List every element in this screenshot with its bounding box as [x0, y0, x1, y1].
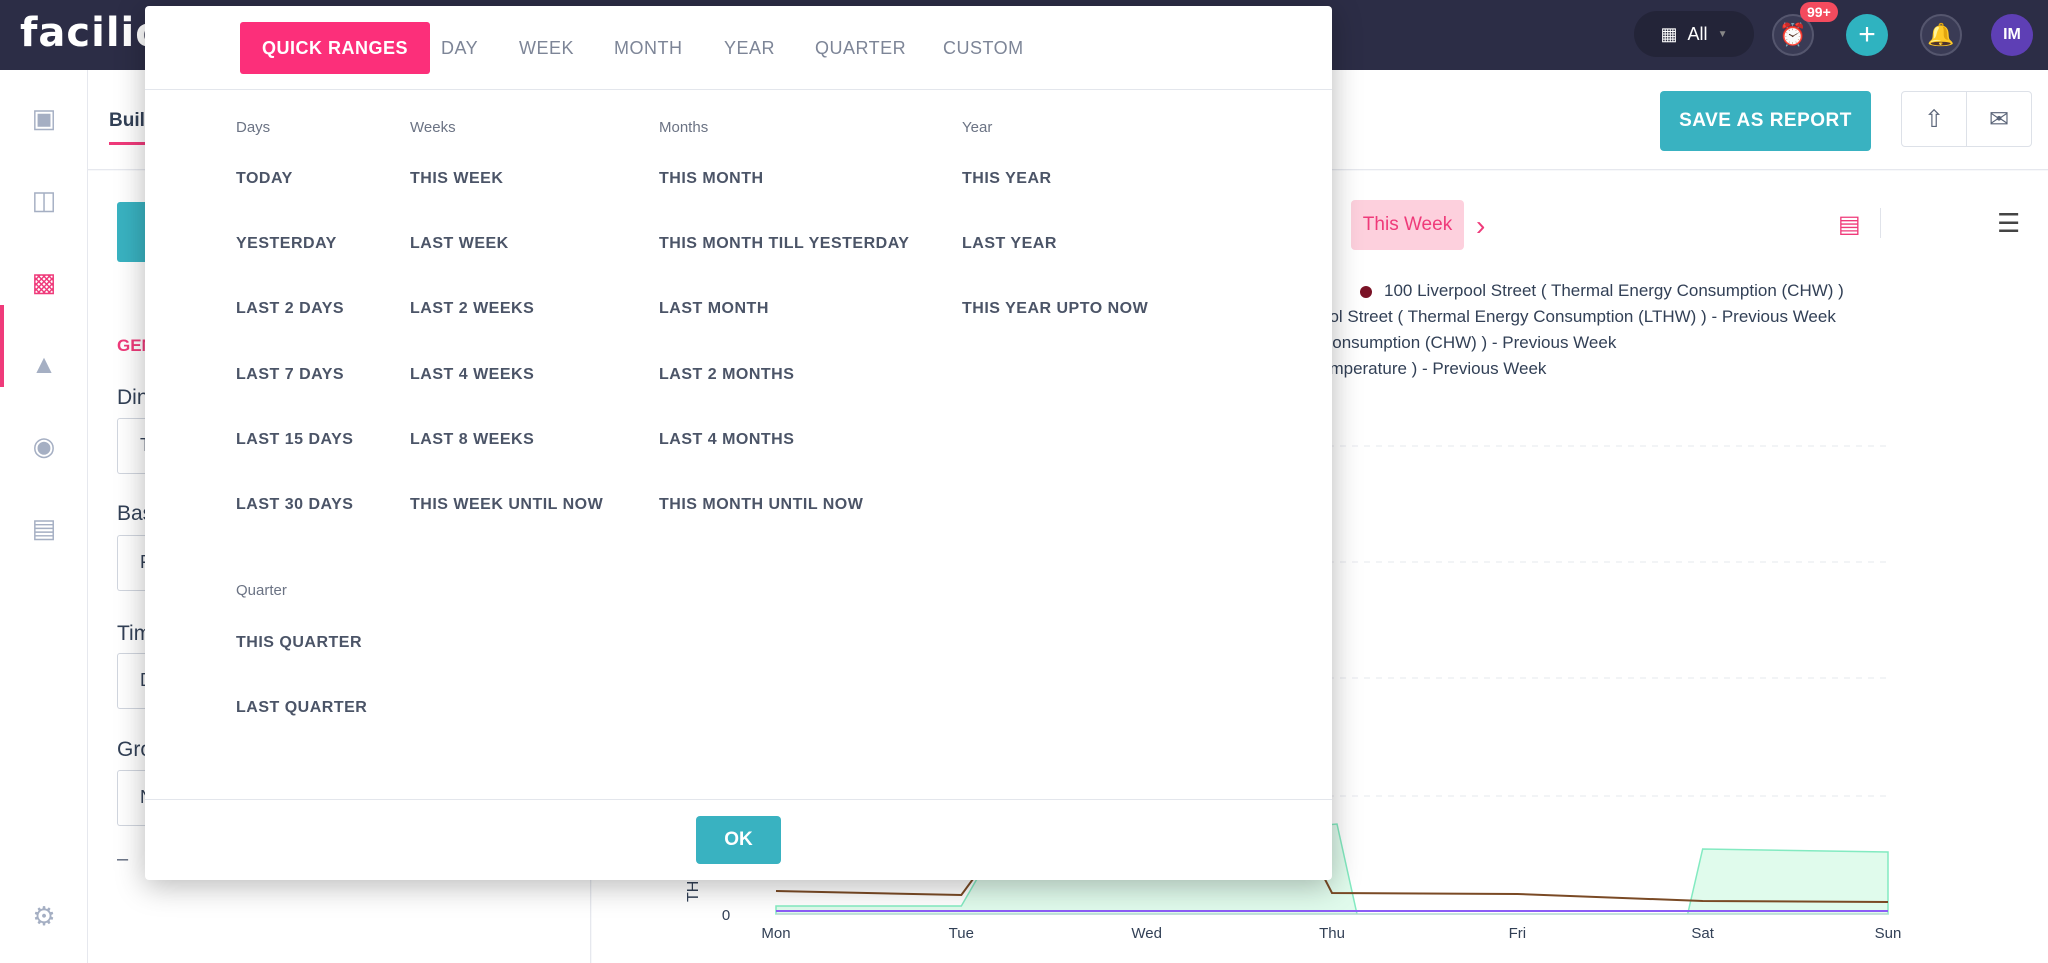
site-selector-label: All	[1687, 23, 1708, 44]
tab-month[interactable]: MONTH	[614, 37, 683, 58]
field-label-dimension: Din	[117, 386, 149, 409]
range-option[interactable]: LAST QUARTER	[236, 699, 368, 716]
x-tick-label: Wed	[1131, 925, 1162, 942]
range-option[interactable]: THIS WEEK	[410, 170, 504, 187]
range-option[interactable]: LAST YEAR	[962, 235, 1057, 252]
ok-button[interactable]: OK	[696, 816, 781, 864]
gear-icon[interactable]: ⚙	[32, 900, 56, 931]
legend-item[interactable]: 100 Liverpool Street ( Thermal Energy Co…	[1320, 278, 1844, 304]
column-heading-quarter: Quarter	[236, 582, 287, 599]
analytics-icon[interactable]: ▩	[31, 266, 57, 297]
buildings-icon[interactable]: ▣	[31, 102, 57, 133]
column-heading-weeks: Weeks	[410, 119, 456, 136]
dialog-footer-divider	[145, 799, 1332, 800]
dashboard-icon[interactable]: ▤	[31, 512, 57, 543]
collapse-dash[interactable]: –	[117, 848, 129, 870]
x-tick-labels: Mon Tue Wed Thu Fri Sat Sun	[761, 925, 1901, 942]
bell-icon: 🔔	[1927, 22, 1955, 47]
range-option[interactable]: THIS YEAR UPTO NOW	[962, 300, 1149, 317]
tab-day[interactable]: DAY	[441, 37, 479, 58]
save-as-report-button[interactable]: SAVE AS REPORT	[1660, 91, 1871, 151]
date-range-tabs: QUICK RANGES DAY WEEK MONTH YEAR QUARTER…	[145, 6, 1332, 90]
tab-quarter[interactable]: QUARTER	[815, 37, 907, 58]
tab-week[interactable]: WEEK	[519, 37, 575, 58]
range-option[interactable]: YESTERDAY	[236, 235, 337, 252]
email-button[interactable]: ✉	[1966, 91, 2032, 147]
tab-quick-ranges[interactable]: QUICK RANGES	[240, 22, 431, 74]
tab-year[interactable]: YEAR	[724, 37, 776, 58]
mail-icon: ✉	[1988, 105, 2010, 133]
column-heading-months: Months	[659, 119, 709, 136]
range-option[interactable]: LAST 7 DAYS	[236, 366, 345, 383]
range-option[interactable]: LAST 2 WEEKS	[410, 300, 535, 317]
field-label-time: Tim	[117, 622, 152, 645]
range-option[interactable]: LAST WEEK	[410, 235, 509, 252]
range-option[interactable]: TODAY	[236, 170, 293, 187]
alarm-clock-icon: ⏰	[1779, 22, 1807, 47]
share-icon: ⇧	[1923, 105, 1945, 133]
alarm-siren-icon[interactable]: ▲	[31, 348, 57, 379]
range-option[interactable]: LAST 4 MONTHS	[659, 431, 795, 448]
x-tick-label: Mon	[761, 925, 790, 942]
range-option[interactable]: THIS WEEK UNTIL NOW	[410, 496, 604, 513]
range-option[interactable]: LAST 4 WEEKS	[410, 366, 535, 383]
tab-active-underline	[109, 142, 149, 145]
legend-label: ool Street ( Thermal Energy Consumption …	[1320, 307, 1836, 326]
range-option[interactable]: LAST 8 WEEKS	[410, 431, 535, 448]
period-selector[interactable]: This Week	[1351, 200, 1464, 250]
y-axis-label: TH	[685, 881, 702, 902]
field-label-baseline: Bas	[117, 502, 154, 525]
range-option[interactable]: LAST 2 MONTHS	[659, 366, 795, 383]
user-avatar[interactable]: IM	[1991, 14, 2033, 56]
date-range-dialog: QUICK RANGES DAY WEEK MONTH YEAR QUARTER…	[145, 6, 1332, 880]
column-heading-year: Year	[962, 119, 993, 136]
field-label-group: Gro	[117, 738, 153, 761]
chart-legend: 100 Liverpool Street ( Thermal Energy Co…	[1320, 278, 1844, 382]
legend-dot	[1360, 285, 1372, 298]
x-tick-label: Thu	[1319, 925, 1345, 942]
toolbar-divider	[1880, 208, 1881, 238]
x-tick-label: Sun	[1875, 925, 1902, 942]
sidebar: ▣ ◫ ▩ ▲ ◉ ▤ ⚙	[0, 70, 88, 963]
range-option[interactable]: LAST 15 DAYS	[236, 431, 354, 448]
chevron-right-icon[interactable]: ›	[1476, 210, 1486, 241]
inbox-icon[interactable]: ◫	[31, 184, 57, 215]
alarm-badge: 99+	[1800, 2, 1838, 22]
site-selector[interactable]: ▦ All ▼	[1634, 11, 1754, 57]
legend-label: emperature ) - Previous Week	[1320, 359, 1547, 378]
sidebar-active-indicator	[0, 305, 4, 387]
range-option[interactable]: THIS QUARTER	[236, 634, 362, 651]
sliders-icon[interactable]: ☰	[1997, 208, 2021, 238]
legend-item[interactable]: emperature ) - Previous Week	[1320, 356, 1844, 382]
range-option[interactable]: THIS YEAR	[962, 170, 1052, 187]
share-button[interactable]: ⇧	[1901, 91, 1967, 147]
column-heading-days: Days	[236, 119, 271, 136]
legend-label: 100 Liverpool Street ( Thermal Energy Co…	[1384, 281, 1844, 300]
x-tick-label: Fri	[1509, 925, 1527, 942]
notifications-button[interactable]: 🔔	[1920, 14, 1962, 56]
energy-meter-icon[interactable]: ◉	[32, 430, 56, 461]
building-icon: ▦	[1660, 23, 1678, 44]
range-option[interactable]: LAST 2 DAYS	[236, 300, 345, 317]
range-option[interactable]: THIS MONTH	[659, 170, 764, 187]
x-tick-label: Tue	[949, 925, 974, 942]
range-option[interactable]: THIS MONTH UNTIL NOW	[659, 496, 864, 513]
range-option[interactable]: LAST MONTH	[659, 300, 769, 317]
legend-item[interactable]: Consumption (CHW) ) - Previous Week	[1320, 330, 1844, 356]
legend-item[interactable]: ool Street ( Thermal Energy Consumption …	[1320, 304, 1844, 330]
area-chart-icon[interactable]: ▤	[1838, 211, 1861, 238]
section-heading-general: GEN	[117, 336, 154, 355]
add-button[interactable]: +	[1846, 14, 1888, 56]
app-logo[interactable]: facilio	[20, 10, 164, 56]
legend-label: Consumption (CHW) ) - Previous Week	[1320, 333, 1617, 352]
tab-custom[interactable]: CUSTOM	[943, 37, 1024, 58]
x-tick-label: Sat	[1691, 925, 1714, 942]
chevron-down-icon: ▼	[1717, 28, 1728, 40]
range-option[interactable]: LAST 30 DAYS	[236, 496, 354, 513]
y-tick-label: 0	[722, 907, 730, 924]
range-option[interactable]: THIS MONTH TILL YESTERDAY	[659, 235, 910, 252]
plus-icon: +	[1858, 18, 1876, 51]
tab-buildings[interactable]: Buil	[109, 110, 145, 131]
